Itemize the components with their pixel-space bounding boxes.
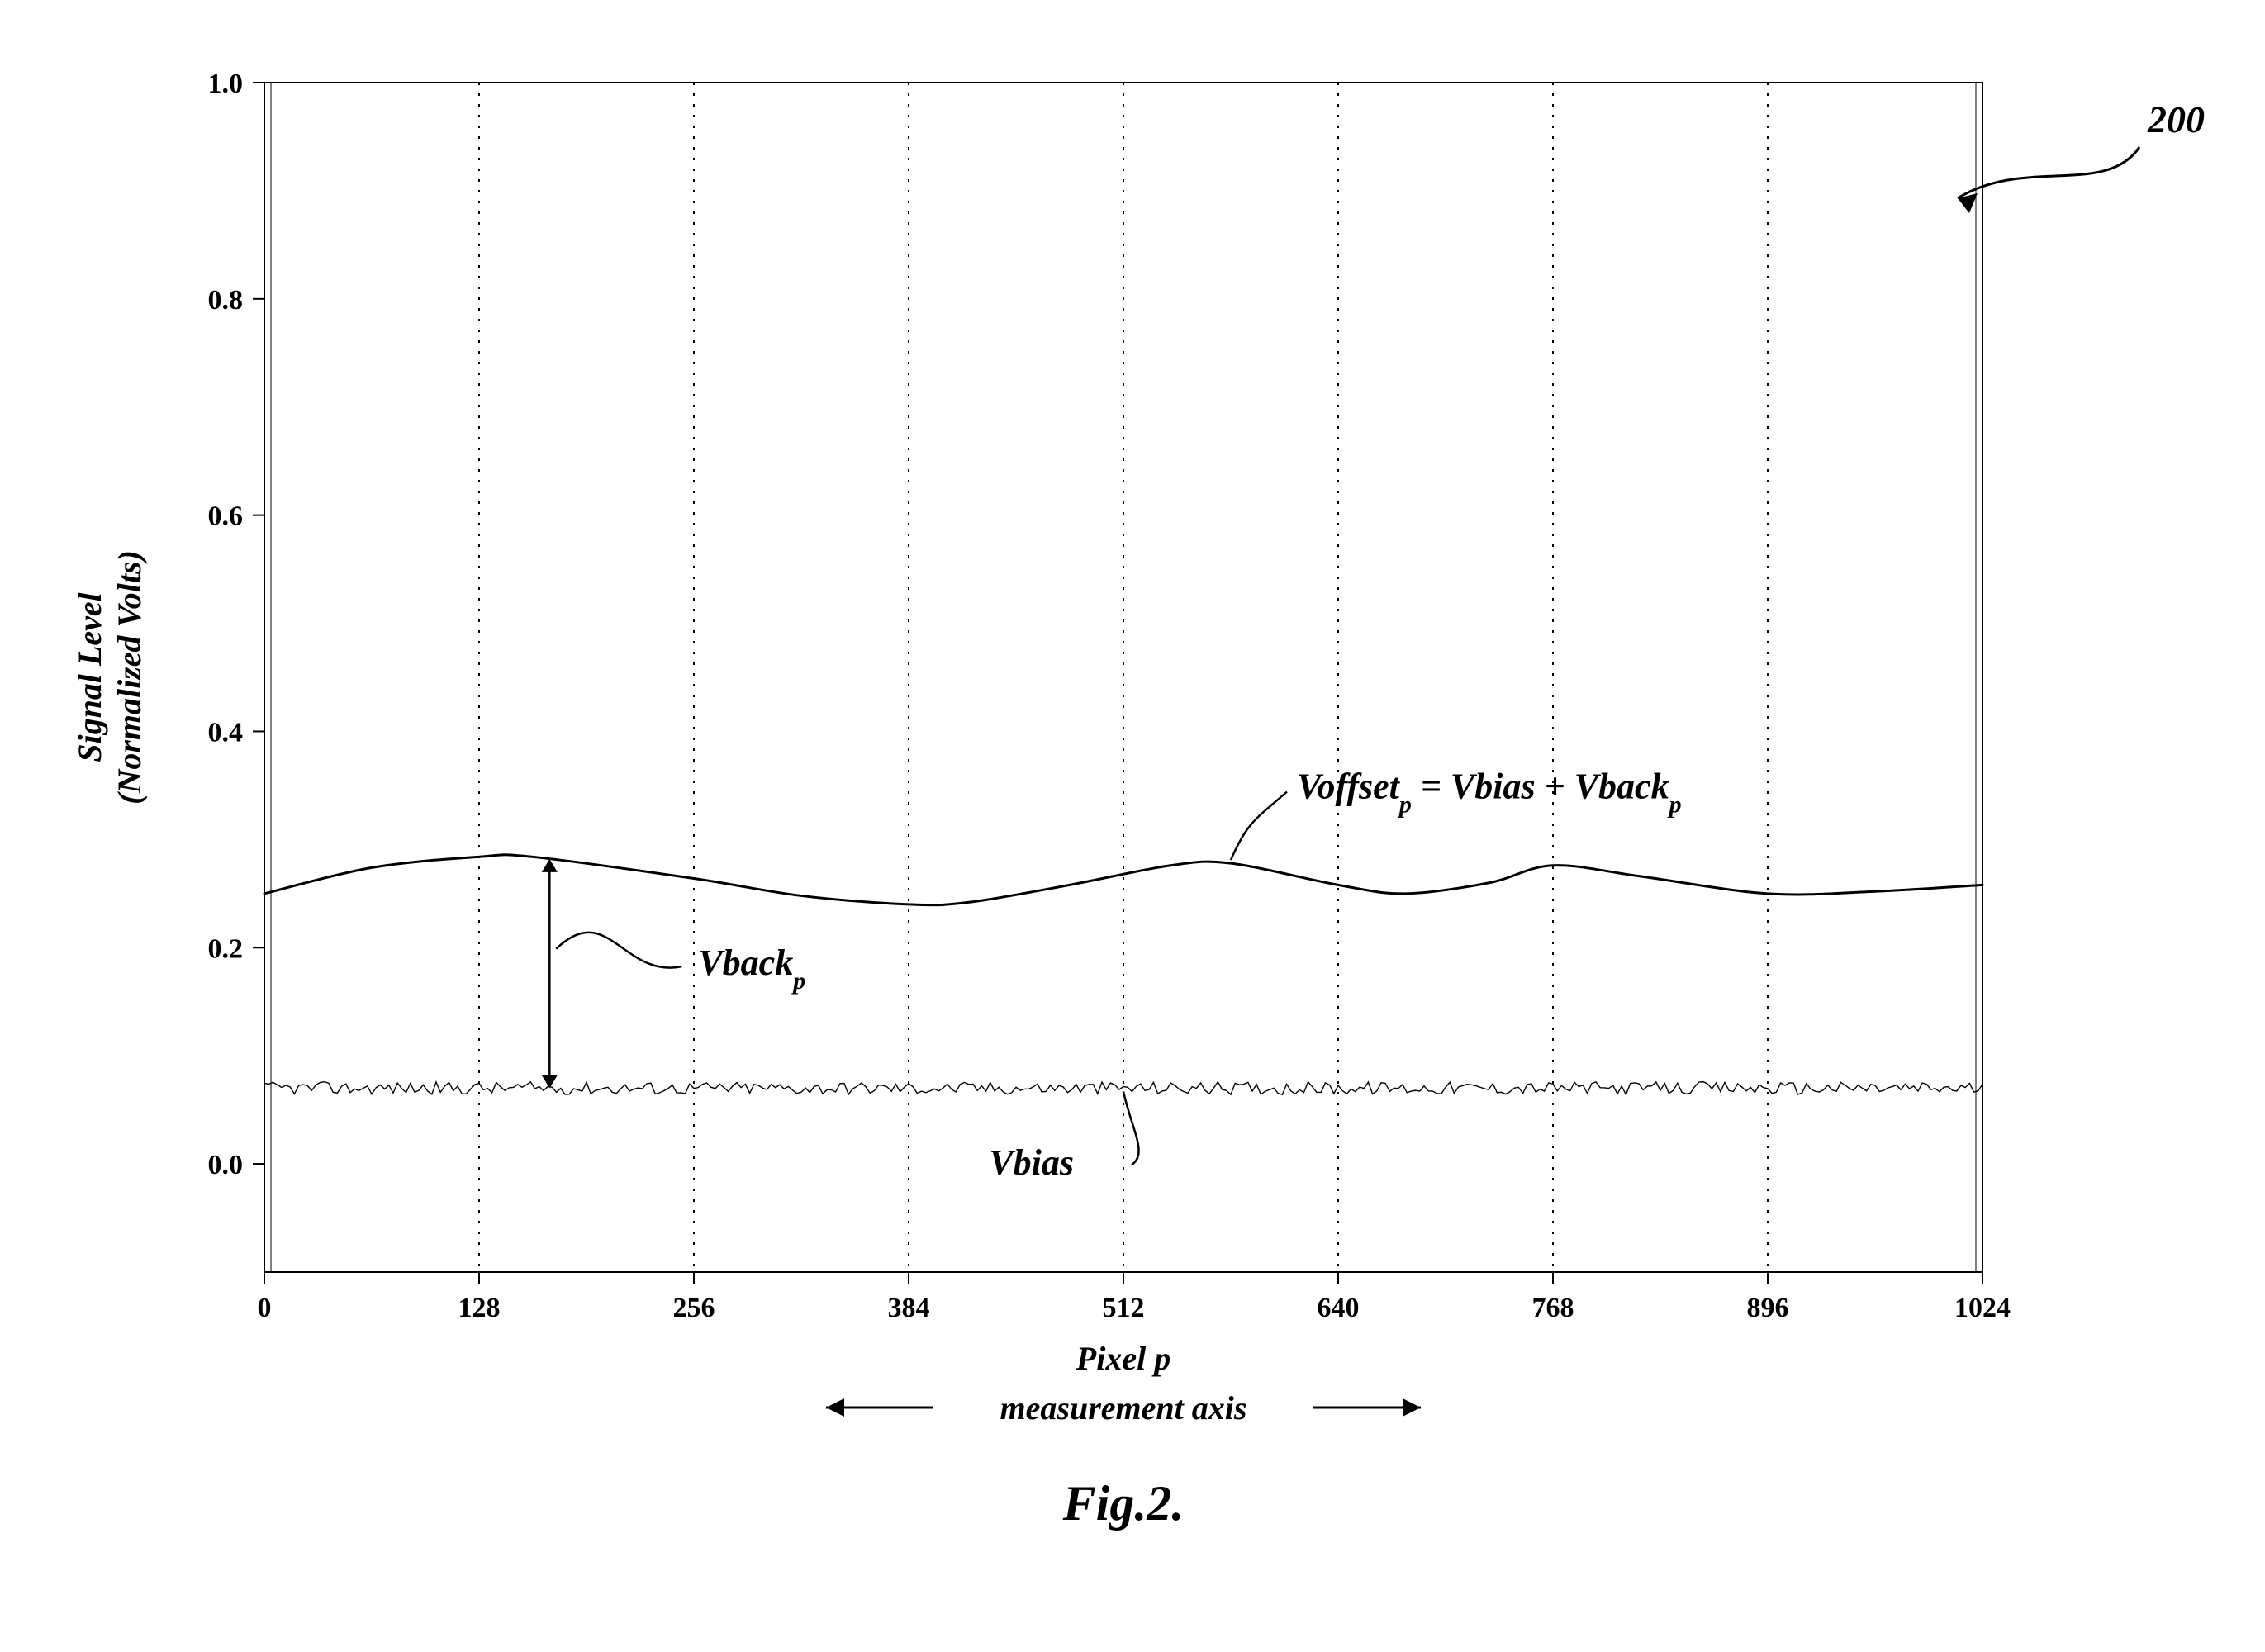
y-tick-label: 0.4	[208, 717, 244, 748]
y-tick-label: 0.0	[208, 1150, 244, 1180]
figure-caption: Fig.2.	[1062, 1476, 1185, 1531]
y-tick-label: 1.0	[208, 69, 244, 99]
x-tick-label: 256	[673, 1293, 715, 1323]
label-vback: Vbackp	[698, 942, 805, 995]
x-tick-label: 512	[1103, 1293, 1145, 1323]
x-tick-label: 896	[1747, 1293, 1789, 1323]
x-axis-sublabel: measurement axis	[1000, 1389, 1247, 1427]
label-voffset: Voffsetp = Vbias + Vbackp	[1297, 767, 1682, 819]
y-tick-label: 0.6	[208, 501, 244, 532]
x-tick-label: 1024	[1954, 1293, 2011, 1323]
x-tick-label: 128	[458, 1293, 501, 1323]
x-axis-title: Pixel p	[1076, 1340, 1170, 1377]
y-tick-label: 0.8	[208, 285, 244, 316]
page-root: 0 128 256 384 512 640 768 896 1024 0.0 0.2 0.4 0.6 0.…	[0, 0, 2265, 1652]
figure-svg: 0 128 256 384 512 640 768 896 1024 0.0 0.2 0.4 0.6 0.…	[0, 0, 2265, 1652]
x-tick-label: 768	[1532, 1293, 1574, 1323]
y-axis-title-line1: Signal Level	[71, 591, 108, 762]
x-tick-label: 384	[888, 1293, 930, 1323]
reference-number: 200	[2147, 98, 2205, 140]
x-tick-label: 0	[258, 1293, 272, 1323]
y-tick-label: 0.2	[208, 933, 244, 964]
series-voffset	[264, 855, 1982, 905]
x-tick-label: 640	[1318, 1293, 1360, 1323]
y-axis-title-line2: (Normalized Volts)	[111, 550, 148, 805]
label-vbias: Vbias	[989, 1142, 1074, 1183]
